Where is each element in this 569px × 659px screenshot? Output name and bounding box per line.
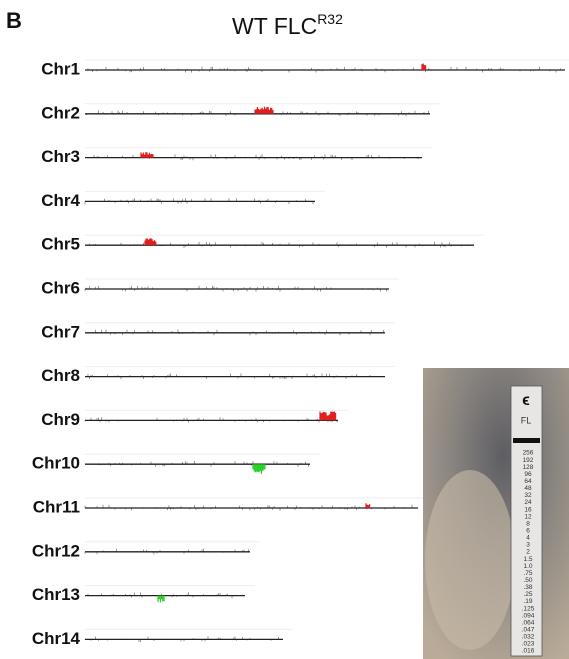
chromosome-label: Chr6	[41, 278, 80, 297]
scale-label: .50	[523, 577, 532, 584]
copy-change	[141, 152, 153, 157]
chromosome-label: Chr14	[32, 629, 81, 648]
chromosome-label: Chr2	[41, 103, 80, 122]
clearing-zone	[425, 470, 515, 650]
copy-change	[253, 464, 265, 474]
scale-label: 48	[524, 485, 532, 492]
strip-drug: FL	[521, 415, 532, 425]
scale-label: .38	[523, 584, 532, 591]
scale-label: .032	[522, 634, 535, 641]
scale-label: 24	[524, 499, 532, 506]
chromosome-label: Chr1	[41, 59, 80, 78]
copy-change	[422, 64, 426, 71]
strip-logo: ϵ	[522, 392, 530, 409]
scale-label: .094	[522, 612, 535, 619]
strip-bar	[513, 438, 540, 443]
scale-label: 32	[524, 492, 532, 499]
panel-label: B	[6, 8, 22, 33]
chromosome-label: Chr13	[32, 585, 80, 604]
scale-label: 96	[524, 471, 532, 478]
copy-change	[158, 596, 164, 603]
scale-label: .047	[522, 627, 535, 634]
scale-label: 2	[526, 549, 530, 556]
chromosome-label: Chr5	[41, 235, 80, 254]
scale-label: .75	[523, 570, 532, 577]
copy-change	[145, 238, 156, 245]
scale-label: 128	[523, 464, 534, 471]
chromosome-label: Chr3	[41, 147, 80, 166]
scale-label: 1.0	[523, 563, 532, 570]
etest-photo: ϵ FL 25619212896644832241612864321.51.0.…	[423, 368, 569, 659]
copy-change	[255, 107, 273, 114]
scale-label: 64	[524, 478, 532, 485]
figure-panel: B WT FLCR32 Chr1 Chr2 Chr3 Chr4 Chr5 Chr6 Chr7…	[0, 0, 569, 659]
scale-label: 6	[526, 528, 530, 535]
chromosome-label: Chr12	[32, 541, 80, 560]
scale-label: 3	[526, 542, 530, 549]
scale-label: 256	[523, 450, 534, 457]
scale-label: 4	[526, 535, 530, 542]
scale-label: .023	[522, 641, 535, 648]
scale-label: 8	[526, 520, 530, 527]
scale-label: 16	[524, 506, 532, 513]
scale-label: 192	[523, 457, 534, 464]
title: WT FLCR32	[232, 11, 343, 39]
chromosome-label: Chr8	[41, 366, 80, 385]
chromosome-label: Chr4	[41, 191, 80, 210]
copy-change	[320, 412, 336, 421]
chromosome-label: Chr11	[33, 497, 80, 516]
scale-label: .125	[522, 605, 535, 612]
chromosome-label: Chr10	[32, 454, 80, 473]
title-superscript: R32	[317, 11, 343, 27]
scale-label: .016	[522, 648, 535, 655]
scale-label: .19	[523, 598, 532, 605]
chromosome-label: Chr9	[41, 410, 80, 429]
chromosome-label: Chr7	[41, 322, 80, 341]
scale-label: .25	[523, 591, 532, 598]
copy-change	[366, 503, 370, 508]
title-text: WT FLC	[232, 13, 317, 39]
scale-label: .064	[522, 619, 535, 626]
scale-label: 12	[524, 513, 532, 520]
scale-label: 1.5	[523, 556, 532, 563]
